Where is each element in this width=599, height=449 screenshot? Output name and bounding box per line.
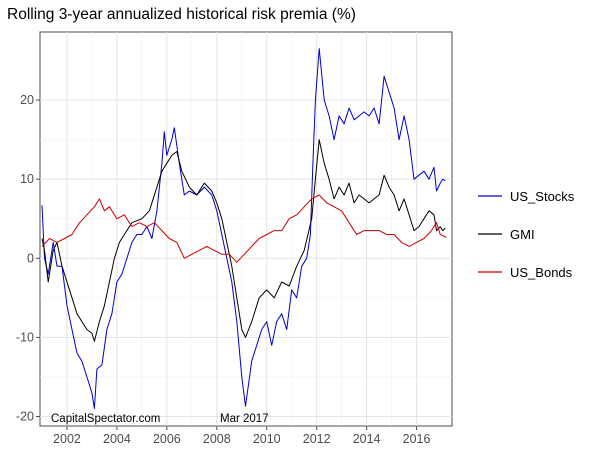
series-lines <box>41 48 447 410</box>
axis-ticks: 2002 2004 2006 2008 2010 2012 2014 2016 -20 -10 0 1… <box>16 93 431 446</box>
x-tick-label: 2010 <box>253 432 281 446</box>
legend-label-gmi: GMI <box>510 227 535 242</box>
x-tick-label: 2002 <box>53 432 81 446</box>
series-line-gmi <box>41 139 446 342</box>
legend: US_Stocks GMI US_Bonds <box>478 189 575 280</box>
x-tick-label: 2004 <box>103 432 131 446</box>
legend-label-us-bonds: US_Bonds <box>510 265 573 280</box>
y-tick-label: 10 <box>20 172 34 186</box>
x-tick-label: 2008 <box>203 432 231 446</box>
y-tick-label: -10 <box>16 330 34 344</box>
x-tick-label: 2014 <box>353 432 381 446</box>
series-line-us-bonds <box>41 194 447 263</box>
legend-label-us-stocks: US_Stocks <box>510 189 575 204</box>
source-annotation: CapitalSpectator.com <box>51 413 160 425</box>
y-tick-label: 0 <box>27 251 34 265</box>
y-tick-label: 20 <box>20 93 34 107</box>
x-tick-label: 2016 <box>403 432 431 446</box>
chart-title: Rolling 3-year annualized historical ris… <box>7 6 356 23</box>
x-tick-label: 2012 <box>303 432 331 446</box>
date-annotation: Mar 2017 <box>220 413 269 425</box>
x-tick-label: 2006 <box>153 432 181 446</box>
plot-panel <box>39 31 453 427</box>
y-tick-label: -20 <box>16 410 34 424</box>
series-line-us-stocks <box>41 48 446 410</box>
